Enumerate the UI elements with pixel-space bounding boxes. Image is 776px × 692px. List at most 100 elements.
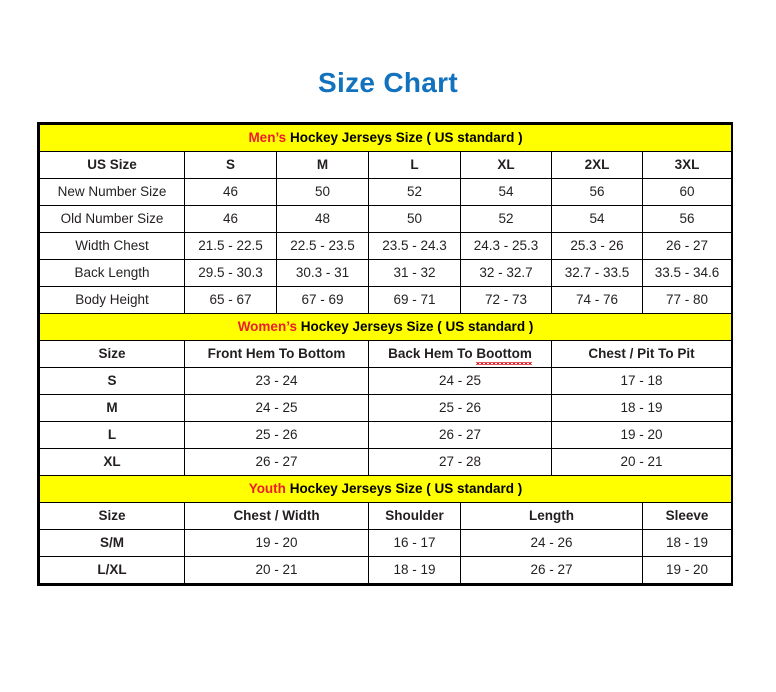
- mens-cell-0-2: 52: [368, 178, 461, 206]
- womens-header-cell-3: Chest / Pit To Pit: [551, 340, 732, 368]
- mens-header-cell-1: S: [184, 151, 277, 179]
- mens-header-cell-6: 3XL: [642, 151, 732, 179]
- mens-cell-1-4: 54: [551, 205, 643, 233]
- section-banner-mens-row: Men’s Hockey Jerseys Size ( US standard …: [39, 124, 732, 152]
- section-banner-mens: Men’s Hockey Jerseys Size ( US standard …: [39, 124, 732, 152]
- mens-cell-2-0: 21.5 - 22.5: [184, 232, 277, 260]
- womens-header-cell-0: Size: [39, 340, 185, 368]
- womens-cell-0-1: 24 - 25: [368, 367, 552, 395]
- table-row: Back Length 29.5 - 30.3 30.3 - 31 31 - 3…: [39, 259, 732, 287]
- mens-row-label-2: Width Chest: [39, 232, 185, 260]
- womens-cell-2-1: 26 - 27: [368, 421, 552, 449]
- youth-cell-0-2: 24 - 26: [460, 529, 643, 557]
- mens-cell-1-5: 56: [642, 205, 732, 233]
- banner-rest-mens: Hockey Jerseys Size ( US standard ): [286, 130, 523, 145]
- mens-cell-1-0: 46: [184, 205, 277, 233]
- table-row: Body Height 65 - 67 67 - 69 69 - 71 72 -…: [39, 286, 732, 314]
- table-row: L 25 - 26 26 - 27 19 - 20: [39, 421, 732, 449]
- youth-header-cell-0: Size: [39, 502, 185, 530]
- mens-cell-4-5: 77 - 80: [642, 286, 732, 314]
- womens-row-label-1: M: [39, 394, 185, 422]
- womens-header-cell-2: Back Hem To Boottom: [368, 340, 552, 368]
- mens-cell-3-5: 33.5 - 34.6: [642, 259, 732, 287]
- table-row: M 24 - 25 25 - 26 18 - 19: [39, 394, 732, 422]
- youth-cell-0-3: 18 - 19: [642, 529, 732, 557]
- mens-cell-1-3: 52: [460, 205, 552, 233]
- womens-cell-2-0: 25 - 26: [184, 421, 369, 449]
- table-row: New Number Size 46 50 52 54 56 60: [39, 178, 732, 206]
- banner-accent-womens: Women’s: [237, 319, 297, 334]
- size-chart-table-container: Men’s Hockey Jerseys Size ( US standard …: [37, 122, 733, 586]
- youth-header-cell-1: Chest / Width: [184, 502, 369, 530]
- banner-accent-mens: Men’s: [248, 130, 287, 145]
- youth-cell-1-0: 20 - 21: [184, 556, 369, 584]
- womens-header-misspelled-word: Boottom: [476, 346, 533, 365]
- youth-row-label-1: L/XL: [39, 556, 185, 584]
- womens-cell-1-2: 18 - 19: [551, 394, 732, 422]
- mens-header-cell-0: US Size: [39, 151, 185, 179]
- table-row: L/XL 20 - 21 18 - 19 26 - 27 19 - 20: [39, 556, 732, 584]
- page-title: Size Chart: [318, 67, 458, 98]
- womens-cell-3-0: 26 - 27: [184, 448, 369, 476]
- womens-header-text-prefix: Back Hem To: [388, 346, 477, 361]
- mens-cell-1-2: 50: [368, 205, 461, 233]
- mens-cell-0-5: 60: [642, 178, 732, 206]
- mens-header-row: US Size S M L XL 2XL 3XL: [39, 151, 732, 179]
- mens-row-label-3: Back Length: [39, 259, 185, 287]
- mens-cell-4-4: 74 - 76: [551, 286, 643, 314]
- table-row: S 23 - 24 24 - 25 17 - 18: [39, 367, 732, 395]
- section-banner-youth: Youth Hockey Jerseys Size ( US standard …: [39, 475, 732, 503]
- youth-header-cell-3: Length: [460, 502, 643, 530]
- youth-header-cell-4: Sleeve: [642, 502, 732, 530]
- youth-cell-0-1: 16 - 17: [368, 529, 461, 557]
- banner-accent-youth: Youth: [248, 481, 286, 496]
- mens-header-cell-4: XL: [460, 151, 552, 179]
- mens-cell-2-4: 25.3 - 26: [551, 232, 643, 260]
- womens-cell-1-0: 24 - 25: [184, 394, 369, 422]
- womens-row-label-2: L: [39, 421, 185, 449]
- youth-row-label-0: S/M: [39, 529, 185, 557]
- table-row: S/M 19 - 20 16 - 17 24 - 26 18 - 19: [39, 529, 732, 557]
- womens-header-row: Size Front Hem To Bottom Back Hem To Boo…: [39, 340, 732, 368]
- mens-row-label-4: Body Height: [39, 286, 185, 314]
- section-banner-womens-row: Women’s Hockey Jerseys Size ( US standar…: [39, 313, 732, 341]
- womens-cell-1-1: 25 - 26: [368, 394, 552, 422]
- womens-row-label-0: S: [39, 367, 185, 395]
- banner-rest-womens: Hockey Jerseys Size ( US standard ): [296, 319, 534, 334]
- mens-cell-2-1: 22.5 - 23.5: [276, 232, 369, 260]
- mens-cell-3-2: 31 - 32: [368, 259, 461, 287]
- youth-cell-1-3: 19 - 20: [642, 556, 732, 584]
- mens-header-cell-5: 2XL: [551, 151, 643, 179]
- mens-row-label-0: New Number Size: [39, 178, 185, 206]
- mens-cell-4-0: 65 - 67: [184, 286, 277, 314]
- womens-cell-2-2: 19 - 20: [551, 421, 732, 449]
- mens-cell-0-1: 50: [276, 178, 369, 206]
- youth-cell-1-1: 18 - 19: [368, 556, 461, 584]
- womens-cell-0-0: 23 - 24: [184, 367, 369, 395]
- womens-row-label-3: XL: [39, 448, 185, 476]
- size-chart-table: Men’s Hockey Jerseys Size ( US standard …: [39, 124, 732, 584]
- section-banner-youth-row: Youth Hockey Jerseys Size ( US standard …: [39, 475, 732, 503]
- womens-cell-3-1: 27 - 28: [368, 448, 552, 476]
- mens-header-cell-3: L: [368, 151, 461, 179]
- mens-row-label-1: Old Number Size: [39, 205, 185, 233]
- mens-cell-2-2: 23.5 - 24.3: [368, 232, 461, 260]
- mens-cell-3-4: 32.7 - 33.5: [551, 259, 643, 287]
- table-row: XL 26 - 27 27 - 28 20 - 21: [39, 448, 732, 476]
- youth-header-cell-2: Shoulder: [368, 502, 461, 530]
- youth-cell-0-0: 19 - 20: [184, 529, 369, 557]
- mens-cell-4-3: 72 - 73: [460, 286, 552, 314]
- mens-cell-0-4: 56: [551, 178, 643, 206]
- table-row: Width Chest 21.5 - 22.5 22.5 - 23.5 23.5…: [39, 232, 732, 260]
- mens-cell-4-2: 69 - 71: [368, 286, 461, 314]
- mens-cell-2-5: 26 - 27: [642, 232, 732, 260]
- mens-cell-0-3: 54: [460, 178, 552, 206]
- womens-header-cell-1: Front Hem To Bottom: [184, 340, 369, 368]
- table-row: Old Number Size 46 48 50 52 54 56: [39, 205, 732, 233]
- mens-cell-3-1: 30.3 - 31: [276, 259, 369, 287]
- banner-rest-youth: Hockey Jerseys Size ( US standard ): [285, 481, 523, 496]
- mens-cell-0-0: 46: [184, 178, 277, 206]
- womens-cell-3-2: 20 - 21: [551, 448, 732, 476]
- mens-cell-3-0: 29.5 - 30.3: [184, 259, 277, 287]
